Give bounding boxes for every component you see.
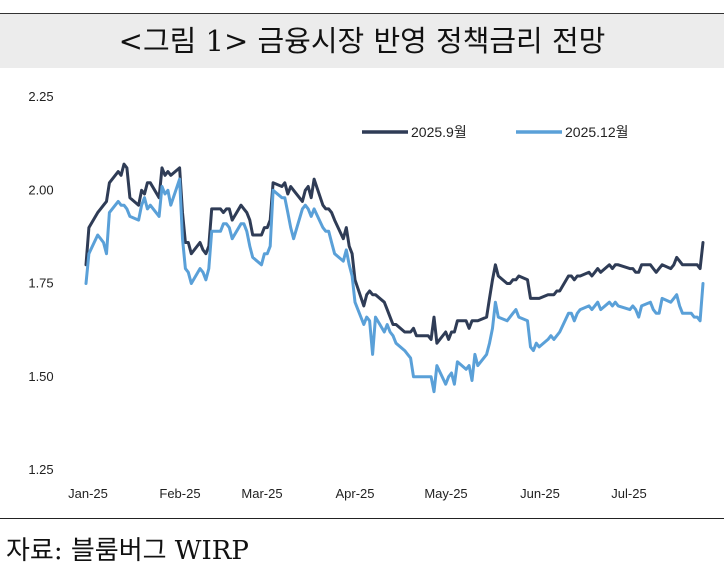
frame-top-rule [0,13,724,14]
series-lines [84,162,705,394]
y-tick-label: 2.00 [28,182,53,197]
legend-label-2: 2025.12월 [565,124,629,140]
title-bar [0,14,724,68]
x-tick-label: Mar-25 [241,486,282,501]
x-tick-label: Apr-25 [335,486,374,501]
x-tick-label: Feb-25 [159,486,200,501]
chart-legend: 2025.9월 2025.12월 [362,124,629,140]
source-note: 자료: 블룸버그 WIRP [6,536,249,566]
x-tick-label: May-25 [424,486,467,501]
legend-label-1: 2025.9월 [411,124,467,140]
x-tick-label: Jul-25 [611,486,646,501]
y-tick-label: 1.75 [28,276,53,291]
y-tick-label: 2.25 [28,89,53,104]
y-tick-label: 1.25 [28,462,53,477]
series-line-1 [84,162,705,345]
series-line-2 [84,177,705,394]
line-chart: 1.25 1.50 1.75 2.00 2.25 Jan-25 Feb-25 Mar-25 A… [28,89,705,501]
y-axis-ticks: 1.25 1.50 1.75 2.00 2.25 [28,89,53,477]
y-tick-label: 1.50 [28,369,53,384]
frame-bottom-rule [0,518,724,519]
figure-title: <그림 1> 금융시장 반영 정책금리 전망 [118,24,606,58]
x-axis-ticks: Jan-25 Feb-25 Mar-25 Apr-25 May-25 Jun-25 Jul-… [68,486,647,501]
x-tick-label: Jan-25 [68,486,108,501]
x-tick-label: Jun-25 [520,486,560,501]
